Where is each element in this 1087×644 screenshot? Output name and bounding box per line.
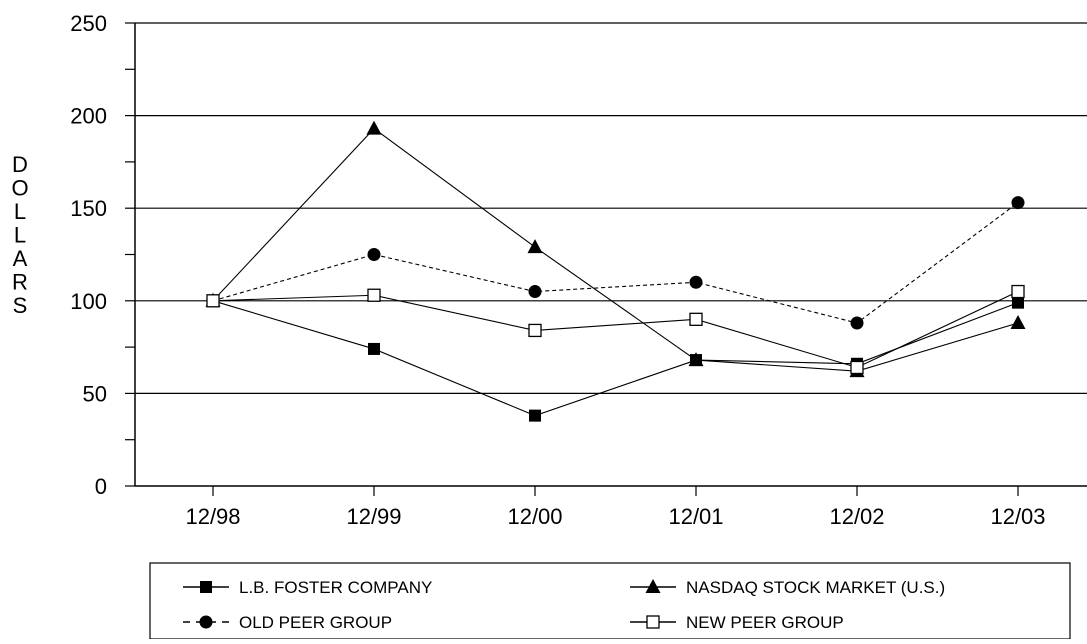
legend-marker (646, 615, 660, 629)
legend-marker (199, 615, 213, 629)
data-point (366, 120, 382, 135)
data-point (367, 288, 381, 302)
data-point (368, 342, 380, 355)
axes (134, 23, 1087, 487)
y-axis-label-letter: S (13, 293, 28, 318)
x-tick-label: 12/02 (829, 504, 884, 529)
legend-marker (200, 581, 212, 593)
legend-item-new-peer-group: NEW PEER GROUP (630, 613, 844, 632)
x-tick-label: 12/00 (507, 504, 562, 529)
data-point (850, 360, 864, 375)
series-new-peer-group (206, 284, 1025, 375)
y-tick-label: 200 (70, 104, 107, 129)
legend: L.B. FOSTER COMPANY NASDAQ STOCK MARKET (… (149, 562, 1071, 640)
series-line (212, 300, 1019, 417)
data-point (1011, 284, 1025, 299)
x-tick-label: 12/98 (185, 504, 240, 529)
x-tick-label: 12/99 (346, 504, 401, 529)
y-tick-label: 0 (95, 474, 107, 499)
gridlines (135, 22, 1087, 394)
y-axis-label-letter: L (14, 199, 26, 224)
y-axis-label-letter: O (11, 176, 28, 201)
data-point (206, 294, 220, 308)
legend-label: NASDAQ STOCK MARKET (U.S.) (686, 578, 945, 597)
data-point (1012, 296, 1024, 309)
y-tick-label: 50 (83, 381, 107, 406)
data-point (1011, 196, 1025, 210)
y-axis-label-letter: A (13, 246, 28, 271)
legend-item-l-b-foster-company: L.B. FOSTER COMPANY (183, 578, 432, 597)
legend-marker (645, 579, 661, 593)
data-point (688, 352, 704, 367)
series-line (212, 202, 1019, 324)
legend-label: NEW PEER GROUP (686, 613, 844, 632)
data-point (528, 285, 542, 299)
data-point (527, 239, 543, 254)
series-line (212, 291, 1019, 369)
y-axis-ticks: 0 50 100 150 200 250 (70, 11, 135, 499)
y-tick-label: 150 (70, 196, 107, 221)
legend-item-nasdaq-stock-market-u-s: NASDAQ STOCK MARKET (U.S.) (630, 578, 945, 597)
series-line (212, 127, 1019, 372)
x-tick-label: 12/01 (668, 504, 723, 529)
y-axis-label-letter: L (14, 223, 26, 248)
legend-label: L.B. FOSTER COMPANY (239, 578, 432, 597)
data-point (528, 323, 542, 338)
legend-label: OLD PEER GROUP (239, 613, 392, 632)
x-axis-ticks: 12/98 12/99 12/00 12/01 12/02 12/03 (185, 486, 1046, 529)
data-point (689, 275, 703, 289)
data-point (1010, 315, 1026, 330)
y-tick-label: 250 (70, 11, 107, 36)
series-group (205, 120, 1026, 422)
legend-item-old-peer-group: OLD PEER GROUP (183, 613, 392, 632)
x-tick-label: 12/03 (990, 504, 1045, 529)
y-axis-label-letter: D (12, 152, 28, 177)
data-point (689, 312, 703, 326)
data-point (367, 248, 381, 261)
series-nasdaq-stock-market-u-s (205, 120, 1026, 378)
data-point (529, 409, 541, 422)
y-axis-label-letter: R (12, 270, 28, 295)
y-tick-label: 100 (70, 289, 107, 314)
series-old-peer-group (206, 196, 1025, 330)
data-point (850, 316, 864, 330)
